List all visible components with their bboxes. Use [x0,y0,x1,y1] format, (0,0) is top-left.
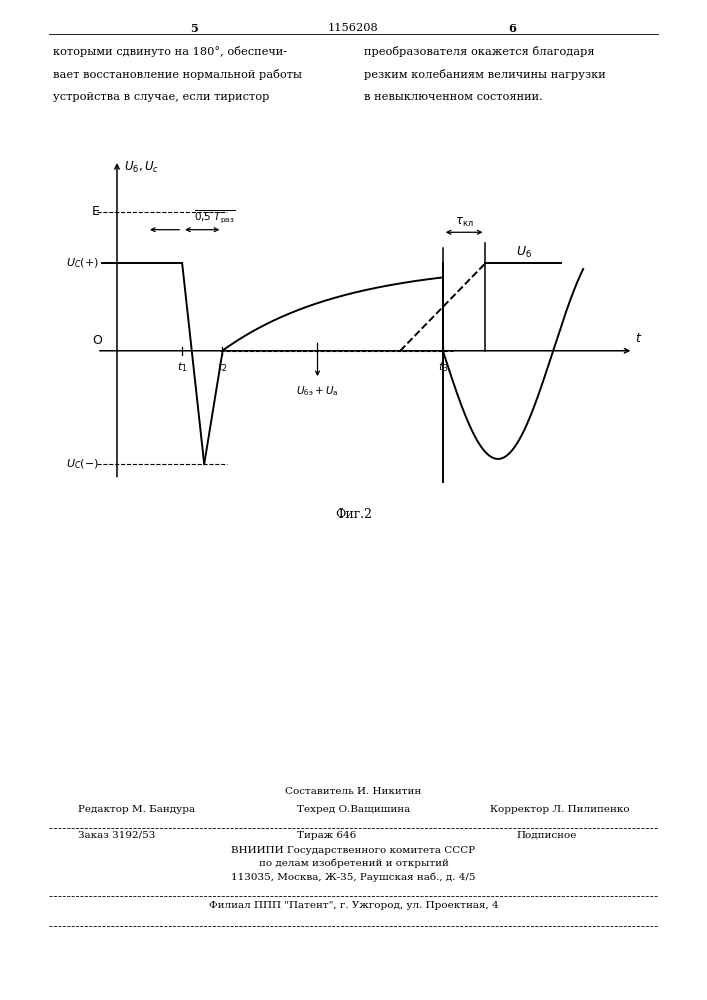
Text: 5: 5 [191,23,198,34]
Text: Тираж 646: Тираж 646 [297,831,356,840]
Text: E: E [91,205,100,218]
Text: по делам изобретений и открытий: по делам изобретений и открытий [259,858,448,868]
Text: преобразователя окажется благодаря: преобразователя окажется благодаря [364,46,595,57]
Text: Корректор Л. Пилипенко: Корректор Л. Пилипенко [490,805,629,814]
Text: $U_{\rm б{\rm э}}+U_{\rm а}$: $U_{\rm б{\rm э}}+U_{\rm а}$ [296,384,339,398]
Text: Филиал ППП "Патент", г. Ужгород, ул. Проектная, 4: Филиал ППП "Патент", г. Ужгород, ул. Про… [209,901,498,910]
Text: Редактор М. Бандура: Редактор М. Бандура [78,805,195,814]
Text: $t$: $t$ [635,332,642,345]
Text: Составитель И. Никитин: Составитель И. Никитин [286,787,421,796]
Text: $t_1$: $t_1$ [177,360,187,374]
Text: Техред О.Ващишина: Техред О.Ващишина [297,805,410,814]
Text: Подписное: Подписное [516,831,576,840]
Text: $\tau_{\rm кл}$: $\tau_{\rm кл}$ [455,216,474,229]
Text: 6: 6 [508,23,517,34]
Text: $U_C(+)$: $U_C(+)$ [66,256,100,270]
Text: $U_{\rm б},U_c$: $U_{\rm б},U_c$ [124,160,160,175]
Text: O: O [92,334,102,347]
Text: в невыключенном состоянии.: в невыключенном состоянии. [364,92,543,102]
Text: устройства в случае, если тиристор: устройства в случае, если тиристор [53,92,269,102]
Text: 113035, Москва, Ж-35, Раушская наб., д. 4/5: 113035, Москва, Ж-35, Раушская наб., д. … [231,872,476,882]
Text: $\overline{0{,}5\ T_{\rm раз}}$: $\overline{0{,}5\ T_{\rm раз}}$ [194,208,235,226]
Text: которыми сдвинуто на 180°, обеспечи-: которыми сдвинуто на 180°, обеспечи- [53,46,287,57]
Text: 1156208: 1156208 [328,23,379,33]
Text: Заказ 3192/53: Заказ 3192/53 [78,831,155,840]
Text: $t_3$: $t_3$ [438,360,448,374]
Text: $t_2$: $t_2$ [217,360,228,374]
Text: $U_C(-)$: $U_C(-)$ [66,457,100,471]
Text: вает восстановление нормальной работы: вает восстановление нормальной работы [53,69,302,80]
Text: резким колебаниям величины нагрузки: резким колебаниям величины нагрузки [364,69,606,80]
Text: Фиг.2: Фиг.2 [335,508,372,521]
Text: $U_{\rm б}$: $U_{\rm б}$ [515,245,532,260]
Text: ВНИИПИ Государственного комитета СССР: ВНИИПИ Государственного комитета СССР [231,846,476,855]
